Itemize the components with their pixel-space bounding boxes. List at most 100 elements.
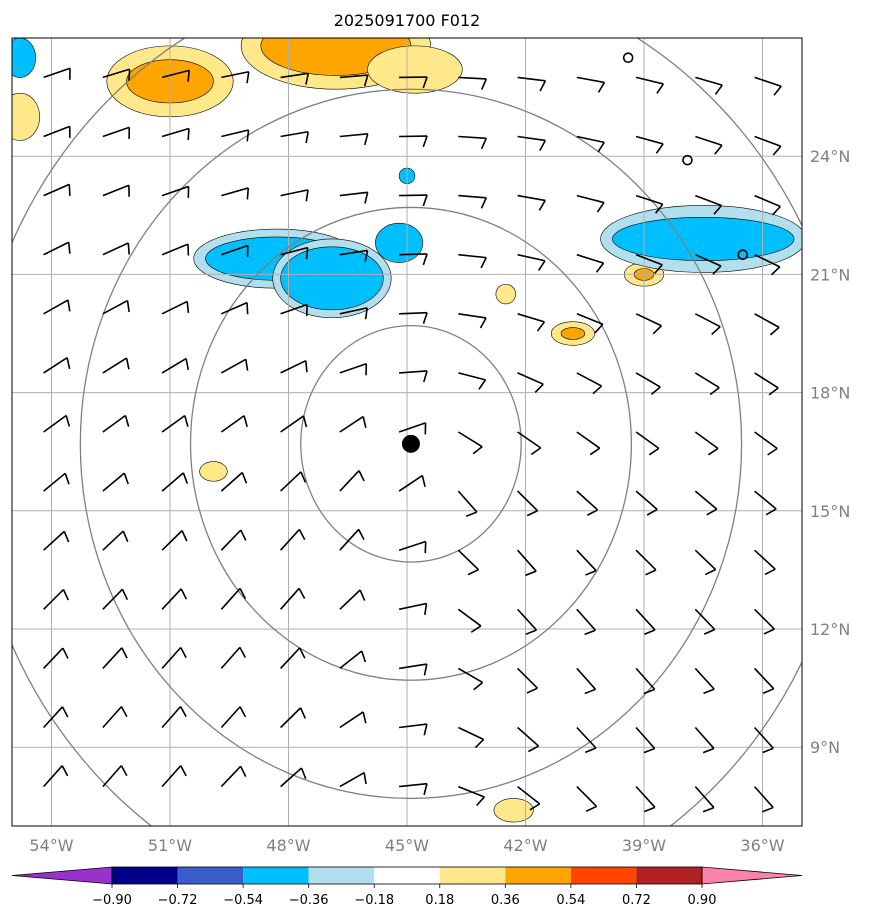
- barb-flag: [526, 510, 538, 517]
- barb-staff: [814, 77, 840, 87]
- wind-barb: [161, 243, 190, 256]
- barb-staff: [635, 549, 657, 571]
- wind-barb: [694, 726, 715, 754]
- wind-barb: [635, 431, 660, 456]
- barb-staff: [695, 76, 723, 86]
- barb-flag: [833, 87, 840, 96]
- wind-barb: [517, 785, 541, 811]
- barb-staff: [517, 313, 545, 323]
- barb-staff: [517, 135, 546, 142]
- wind-barb: [339, 470, 365, 492]
- barb-staff: [635, 490, 658, 511]
- wind-barb: [399, 194, 428, 207]
- barb-staff: [517, 194, 546, 202]
- barb-flag: [589, 447, 601, 456]
- wind-barb: [517, 76, 547, 92]
- barb-staff: [339, 589, 361, 610]
- longitude-label: 39°W: [622, 836, 666, 855]
- barb-flag: [829, 328, 838, 335]
- barb-staff: [339, 74, 368, 79]
- wind-barb: [695, 76, 723, 95]
- barb-staff: [220, 706, 241, 729]
- wind-barb: [814, 314, 838, 335]
- wind-barb: [814, 432, 837, 455]
- wind-barb: [280, 72, 310, 85]
- barb-flag: [62, 647, 69, 659]
- barb-flag: [180, 765, 187, 777]
- barb-flag: [422, 253, 428, 266]
- wind-barb: [161, 588, 188, 610]
- wind-barb: [635, 194, 664, 214]
- barb-flag: [703, 628, 716, 635]
- calm-wind-circle: [737, 249, 749, 260]
- wind-barb: [517, 194, 546, 211]
- wind-barb: [161, 765, 187, 788]
- barb-staff: [221, 187, 249, 197]
- barb-flag: [67, 242, 71, 254]
- barb-flag: [770, 266, 781, 276]
- barb-flag: [645, 569, 657, 576]
- wind-barb: [161, 705, 187, 729]
- barb-staff: [102, 765, 122, 788]
- barb-flag: [644, 629, 656, 636]
- barb-staff: [161, 414, 186, 433]
- colorbar-segment: [439, 867, 506, 884]
- barb-staff: [339, 249, 368, 256]
- barb-flag: [465, 511, 478, 517]
- wind-barb: [221, 301, 249, 315]
- wind-barb: [102, 472, 129, 492]
- barb-flag: [480, 197, 487, 209]
- barb-flag: [831, 207, 839, 215]
- barb-flag: [246, 71, 250, 84]
- wind-barb: [517, 490, 539, 517]
- barb-flag: [123, 472, 129, 485]
- wind-barb: [517, 431, 542, 456]
- barb-flag: [185, 358, 190, 370]
- barb-staff: [694, 490, 718, 510]
- barb-staff: [814, 432, 837, 449]
- contour-fill-layer: [12, 38, 802, 823]
- barb-flag: [656, 83, 664, 94]
- wind-barb: [399, 76, 428, 89]
- barb-staff: [814, 787, 833, 808]
- wind-barb: [517, 667, 538, 694]
- barb-staff: [635, 608, 656, 631]
- barb-staff: [814, 668, 833, 688]
- barb-flag: [187, 128, 190, 141]
- barb-staff: [280, 587, 300, 610]
- barb-flag: [240, 529, 247, 541]
- barb-flag: [768, 387, 779, 396]
- barb-staff: [221, 129, 249, 138]
- wind-barb: [458, 313, 487, 329]
- barb-staff: [695, 253, 722, 267]
- wind-barb: [339, 415, 367, 433]
- barb-staff: [576, 490, 599, 511]
- barb-flag: [127, 242, 130, 255]
- wind-barb: [220, 358, 249, 374]
- wind-barb: [635, 372, 661, 395]
- wind-barb: [398, 422, 427, 435]
- barb-staff: [339, 191, 368, 197]
- wind-barb: [102, 68, 131, 81]
- colorbar-segment: [177, 867, 244, 884]
- wind-barb: [43, 67, 71, 80]
- colorbar-tick-label: −0.54: [223, 893, 263, 908]
- barb-staff: [43, 125, 70, 138]
- longitude-label: 54°W: [29, 836, 73, 855]
- barb-flag: [120, 765, 128, 777]
- barb-staff: [102, 647, 123, 669]
- wind-barb: [43, 299, 71, 315]
- wind-barb: [161, 530, 188, 551]
- barb-staff: [517, 372, 544, 385]
- latitude-label: 9°N: [810, 738, 840, 757]
- barb-staff: [102, 414, 126, 433]
- barb-flag: [480, 257, 487, 269]
- barb-flag: [643, 806, 656, 813]
- barb-staff: [161, 243, 189, 256]
- barb-flag: [180, 647, 187, 659]
- wind-barb: [694, 549, 717, 576]
- barb-flag: [423, 723, 428, 736]
- barb-flag: [480, 78, 488, 90]
- wind-barb: [694, 490, 718, 516]
- barb-flag: [67, 299, 71, 312]
